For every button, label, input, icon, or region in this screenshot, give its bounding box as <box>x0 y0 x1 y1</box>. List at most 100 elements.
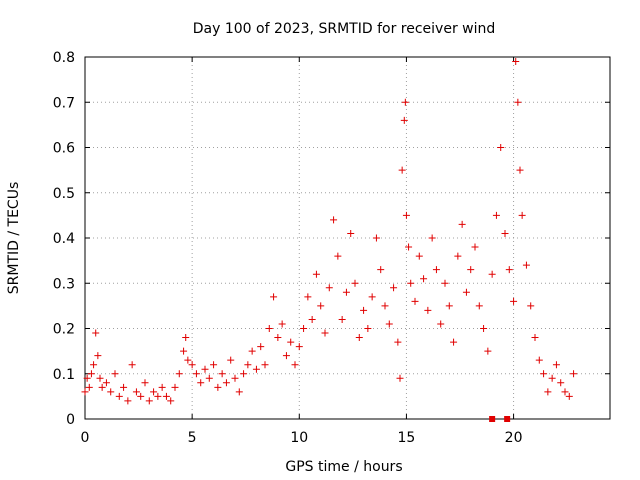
data-point <box>424 306 432 314</box>
data-point <box>201 365 209 373</box>
data-point <box>287 338 295 346</box>
data-point <box>291 361 299 369</box>
data-point <box>432 266 440 274</box>
data-point <box>85 383 93 391</box>
data-point <box>274 334 282 342</box>
grid <box>85 57 610 419</box>
data-point <box>504 416 511 422</box>
data-point <box>488 270 496 278</box>
data-point <box>325 284 333 292</box>
data-point <box>231 374 239 382</box>
data-point <box>184 356 192 364</box>
axis-ticks: 0 0.1 0.2 0.3 0.4 0.5 0.6 0.7 0.8 0 5 10 15 20 <box>53 50 610 446</box>
data-point <box>94 352 102 360</box>
data-point <box>175 370 183 378</box>
data-point <box>552 361 560 369</box>
data-point <box>368 293 376 301</box>
data-point <box>308 315 316 323</box>
data-point <box>396 374 404 382</box>
data-point <box>390 284 398 292</box>
data-point <box>197 379 205 387</box>
data-point <box>415 252 423 260</box>
data-point <box>441 279 449 287</box>
data-point <box>90 361 98 369</box>
x-tick-label: 5 <box>188 430 197 446</box>
data-point <box>162 392 170 400</box>
plot-frame <box>84 56 611 420</box>
data-point <box>235 388 243 396</box>
data-point <box>145 397 153 405</box>
y-tick-label: 0.8 <box>53 50 75 66</box>
data-point <box>124 397 132 405</box>
data-point <box>180 347 188 355</box>
data-point <box>428 234 436 242</box>
data-point <box>111 370 119 378</box>
data-point <box>518 211 526 219</box>
data-point <box>218 370 226 378</box>
data-point <box>458 220 466 228</box>
data-point <box>471 243 479 251</box>
data-point <box>385 320 393 328</box>
data-point <box>364 325 372 332</box>
data-point <box>351 279 359 287</box>
data-point <box>540 370 548 378</box>
data-point <box>401 98 409 106</box>
data-point <box>450 338 458 346</box>
data-point <box>347 229 355 237</box>
data-point <box>182 334 190 342</box>
data-point <box>535 356 543 364</box>
chart-title: Day 100 of 2023, SRMTID for receiver win… <box>193 21 496 37</box>
data-point <box>330 216 338 224</box>
data-point <box>137 392 145 400</box>
data-point <box>561 388 569 396</box>
data-point <box>210 361 218 369</box>
data-point <box>304 293 312 301</box>
data-point <box>531 334 539 342</box>
data-point <box>154 392 162 400</box>
y-tick-label: 0.3 <box>53 276 75 292</box>
x-axis-label: GPS time / hours <box>285 459 402 475</box>
data-point <box>227 356 235 364</box>
data-point <box>462 288 470 296</box>
data-point <box>400 116 408 124</box>
data-point <box>514 98 522 106</box>
data-point <box>360 306 368 314</box>
data-point <box>282 352 290 360</box>
data-point <box>402 211 410 219</box>
y-tick-label: 0.5 <box>53 186 75 202</box>
data-point <box>115 392 123 400</box>
data-point <box>557 379 565 387</box>
data-point <box>317 302 325 310</box>
data-point <box>501 229 509 237</box>
data-point <box>527 302 535 310</box>
data-point <box>107 388 115 396</box>
data-point <box>377 266 385 274</box>
x-tick-label: 0 <box>81 430 90 446</box>
data-point <box>83 374 91 382</box>
data-point <box>454 252 462 260</box>
data-point <box>334 252 342 260</box>
y-axis-label: SRMTID / TECUs <box>6 182 22 295</box>
data-point <box>205 374 213 382</box>
data-point <box>381 302 389 310</box>
data-point <box>132 388 140 396</box>
data-point <box>188 361 196 369</box>
data-point <box>92 329 100 337</box>
data-point <box>192 370 200 378</box>
data-point <box>214 383 222 391</box>
data-point <box>252 365 260 373</box>
data-point <box>81 388 89 396</box>
data-point <box>342 288 350 296</box>
data-point <box>407 279 415 287</box>
data-point <box>475 302 483 310</box>
data-point <box>398 166 406 174</box>
x-tick-label: 10 <box>290 430 308 446</box>
data-point <box>150 388 158 396</box>
data-point <box>522 261 530 269</box>
data-point <box>516 166 524 174</box>
data-point <box>544 388 552 396</box>
data-point <box>565 392 573 400</box>
data-point <box>87 370 95 378</box>
data-point <box>120 383 128 391</box>
data-point <box>295 343 303 351</box>
